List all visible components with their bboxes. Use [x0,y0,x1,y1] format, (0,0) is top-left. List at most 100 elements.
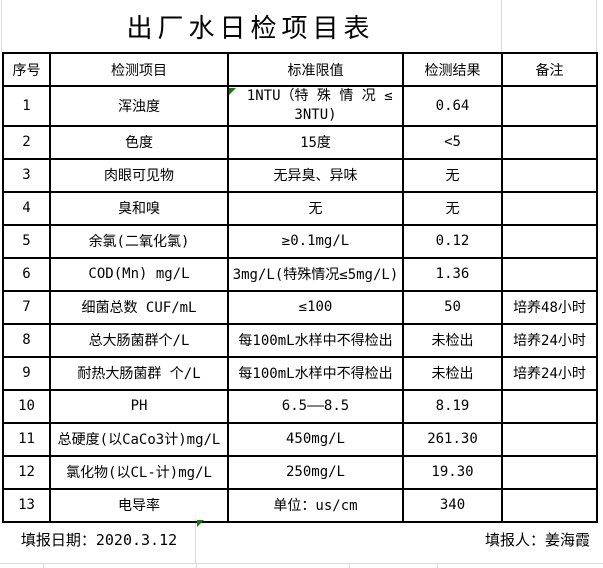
reporter: 填报人：姜海霞 [485,527,590,553]
gridline-tick [349,564,350,568]
gridline-horizontal [0,563,603,564]
table-row: 5 余氯(二氧化氯) ≥0.1mg/L 0.12 [2,223,598,259]
gridline-vertical [195,519,196,564]
cell-item: PH [49,388,229,424]
table-row: 6 COD(Mn) mg/L 3mg/L(特殊情况≤5mg/L) 1.36 [2,256,598,292]
cell-item: COD(Mn) mg/L [49,256,229,292]
cell-no: 11 [2,421,51,457]
cell-note [501,223,598,259]
cell-result: 0.64 [402,85,503,127]
table-row: 8 总大肠菌群个/L 每100mL水样中不得检出 未检出 培养24小时 [2,322,598,358]
table-row: 4 臭和嗅 无 无 [2,190,598,226]
table-row: 7 细菌总数 CUF/mL ≤100 50 培养48小时 [2,289,598,325]
cell-note: 培养24小时 [501,322,598,358]
cell-no: 12 [2,454,51,490]
cell-item: 色度 [49,124,229,160]
report-date: 填报日期：2020.3.12 [2,527,196,553]
table-header-row: 序号 检测项目 标准限值 检测结果 备注 [2,52,598,87]
cell-result: 261.30 [402,421,503,457]
cell-result: <5 [402,124,503,160]
gridline-tick [196,564,197,568]
cell-no: 13 [2,487,51,523]
cell-limit: 单位：us/cm [227,487,404,523]
cell-no: 8 [2,322,51,358]
cell-no: 5 [2,223,51,259]
cell-item: 耐热大肠菌群 个/L [49,355,229,391]
cell-limit: 1NTU（特 殊 情 况 ≤ 3NTU) [227,85,404,127]
table-row: 1 浑浊度 1NTU（特 殊 情 况 ≤ 3NTU) 0.64 [2,85,598,127]
cell-note: 培养48小时 [501,289,598,325]
cell-note [501,124,598,160]
cell-limit: 每100mL水样中不得检出 [227,355,404,391]
cell-note [501,256,598,292]
cell-limit: 250mg/L [227,454,404,490]
header-no: 序号 [2,52,51,87]
gridline-vertical [596,0,597,52]
gridline-vertical [501,0,502,52]
cell-result: 未检出 [402,355,503,391]
reporter-label: 填报人： [484,531,545,549]
cell-note [501,487,598,523]
gridline-vertical [1,0,2,52]
cell-item: 余氯(二氧化氯) [49,223,229,259]
cell-no: 7 [2,289,51,325]
cell-note [501,388,598,424]
cell-limit: 无异臭、异味 [227,157,404,193]
error-indicator-icon [197,520,204,527]
page-title: 出厂水日检项目表 [126,14,375,44]
header-item: 检测项目 [49,52,229,87]
header-note: 备注 [501,52,598,87]
cell-no: 10 [2,388,51,424]
cell-result: 未检出 [402,322,503,358]
cell-item: 肉眼可见物 [49,157,229,193]
cell-limit: 无 [227,190,404,226]
cell-note [501,85,598,127]
cell-no: 6 [2,256,51,292]
cell-no: 1 [2,85,51,127]
cell-no: 2 [2,124,51,160]
cell-item: 细菌总数 CUF/mL [49,289,229,325]
table-row: 2 色度 15度 <5 [2,124,598,160]
cell-note [501,454,598,490]
header-result: 检测结果 [402,52,503,87]
report-date-label: 填报日期： [20,531,96,549]
gridline-tick [437,564,438,568]
table-row: 9 耐热大肠菌群 个/L 每100mL水样中不得检出 未检出 培养24小时 [2,355,598,391]
cell-item: 电导率 [49,487,229,523]
table-row: 3 肉眼可见物 无异臭、异味 无 [2,157,598,193]
cell-note [501,190,598,226]
error-indicator-icon [229,88,236,95]
header-limit: 标准限值 [227,52,404,87]
cell-item: 浑浊度 [49,85,229,127]
cell-no: 3 [2,157,51,193]
table-row: 10 PH 6.5——8.5 8.19 [2,388,598,424]
cell-no: 9 [2,355,51,391]
cell-note: 培养24小时 [501,355,598,391]
cell-result: 1.36 [402,256,503,292]
cell-result: 无 [402,157,503,193]
cell-limit: 15度 [227,124,404,160]
cell-result: 8.19 [402,388,503,424]
cell-limit: ≤100 [227,289,404,325]
cell-item: 臭和嗅 [49,190,229,226]
cell-result: 340 [402,487,503,523]
cell-limit: ≥0.1mg/L [227,223,404,259]
cell-limit: 3mg/L(特殊情况≤5mg/L) [227,256,404,292]
cell-item: 总大肠菌群个/L [49,322,229,358]
cell-result: 0.12 [402,223,503,259]
report-date-value: 2020.3.12 [95,531,178,549]
cell-result: 50 [402,289,503,325]
cell-limit: 6.5——8.5 [227,388,404,424]
inspection-table: 序号 检测项目 标准限值 检测结果 备注 1 浑浊度 1NTU（特 殊 情 况 … [2,52,598,523]
reporter-name: 姜海霞 [544,531,590,549]
cell-limit: 每100mL水样中不得检出 [227,322,404,358]
cell-limit: 450mg/L [227,421,404,457]
cell-note [501,421,598,457]
table-row: 12 氯化物(以CL-计)mg/L 250mg/L 19.30 [2,454,598,490]
cell-note [501,157,598,193]
cell-item: 氯化物(以CL-计)mg/L [49,454,229,490]
table-row: 13 电导率 单位：us/cm 340 [2,487,598,523]
cell-result: 19.30 [402,454,503,490]
cell-no: 4 [2,190,51,226]
